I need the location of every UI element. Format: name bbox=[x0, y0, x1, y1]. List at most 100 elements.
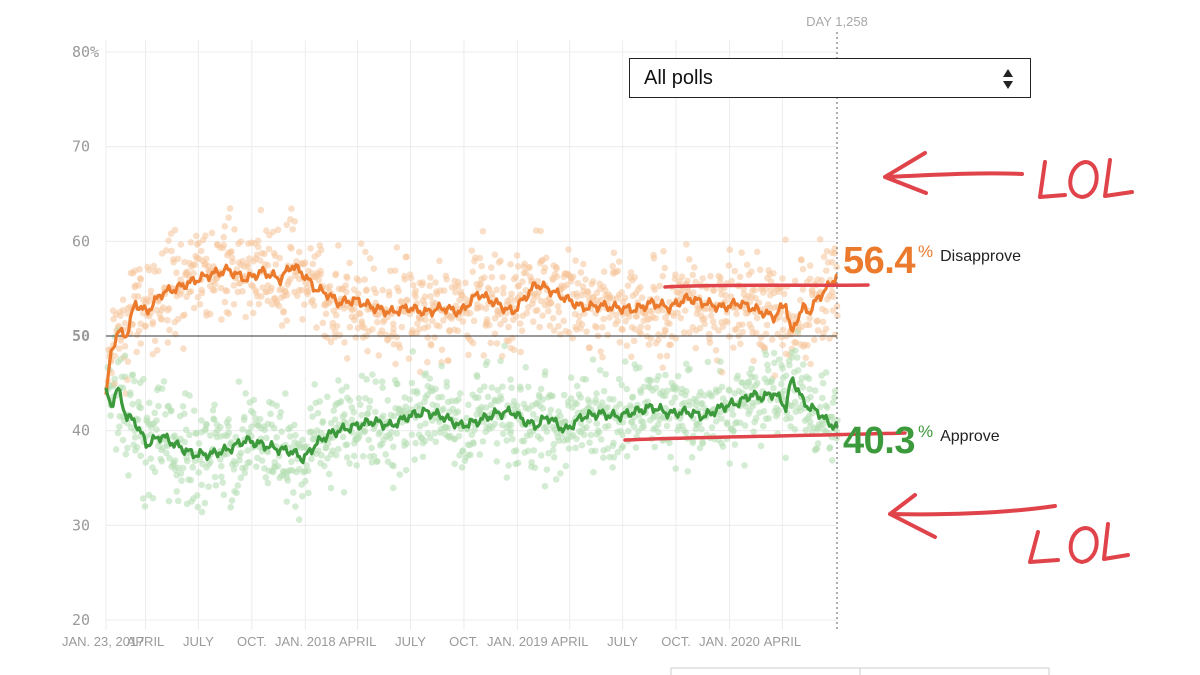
poll-dot-approve bbox=[682, 360, 690, 368]
poll-dot-approve bbox=[228, 497, 236, 504]
poll-dot-approve bbox=[193, 492, 201, 499]
poll-dot-approve bbox=[782, 372, 790, 379]
poll-dot-disapprove bbox=[537, 227, 544, 235]
poll-dot-approve bbox=[753, 379, 761, 387]
poll-dot-disapprove bbox=[585, 344, 593, 352]
poll-dot-approve bbox=[206, 432, 214, 439]
poll-dot-approve bbox=[493, 440, 501, 447]
poll-dot-approve bbox=[726, 460, 734, 467]
poll-dot-disapprove bbox=[440, 287, 448, 294]
poll-dot-disapprove bbox=[739, 328, 747, 336]
poll-dot-approve bbox=[565, 445, 573, 452]
poll-dot-disapprove bbox=[149, 320, 156, 328]
poll-dot-disapprove bbox=[192, 232, 200, 240]
poll-dot-approve bbox=[787, 414, 794, 422]
poll-dot-approve bbox=[594, 427, 602, 434]
poll-dot-disapprove bbox=[752, 294, 759, 302]
poll-dot-approve bbox=[282, 390, 289, 397]
poll-dot-approve bbox=[806, 418, 814, 426]
poll-dot-approve bbox=[831, 393, 838, 401]
poll-dot-approve bbox=[822, 369, 830, 376]
poll-dot-approve bbox=[365, 436, 373, 444]
poll-dot-disapprove bbox=[690, 264, 698, 271]
poll-dot-approve bbox=[561, 418, 569, 425]
poll-dot-disapprove bbox=[155, 267, 162, 275]
poll-dot-disapprove bbox=[565, 246, 572, 253]
poll-dot-disapprove bbox=[667, 341, 674, 348]
poll-dot-approve bbox=[580, 431, 588, 439]
poll-dot-disapprove bbox=[459, 318, 467, 325]
poll-dot-disapprove bbox=[174, 255, 182, 263]
poll-dot-disapprove bbox=[656, 282, 664, 290]
poll-dot-approve bbox=[291, 421, 298, 429]
poll-dot-approve bbox=[411, 456, 418, 463]
poll-dot-disapprove bbox=[362, 248, 369, 256]
poll-dot-disapprove bbox=[403, 253, 410, 261]
poll-dot-approve bbox=[572, 444, 579, 452]
poll-filter-select[interactable]: All polls bbox=[629, 58, 1031, 98]
poll-dot-approve bbox=[458, 464, 466, 471]
poll-dot-approve bbox=[674, 372, 682, 380]
poll-dot-approve bbox=[610, 396, 617, 403]
poll-dot-disapprove bbox=[618, 289, 626, 296]
poll-dot-disapprove bbox=[701, 320, 708, 328]
poll-dot-approve bbox=[712, 418, 720, 425]
poll-filter-value: All polls bbox=[644, 66, 713, 89]
poll-dot-disapprove bbox=[283, 317, 291, 324]
poll-dot-disapprove bbox=[756, 266, 764, 274]
poll-dot-approve bbox=[350, 452, 358, 460]
poll-dot-approve bbox=[590, 468, 597, 476]
poll-dot-approve bbox=[636, 364, 643, 371]
poll-dot-disapprove bbox=[659, 272, 667, 280]
poll-dot-approve bbox=[346, 397, 354, 404]
poll-dot-disapprove bbox=[231, 225, 238, 233]
poll-dot-approve bbox=[149, 494, 157, 502]
poll-dot-approve bbox=[128, 371, 136, 379]
poll-dot-approve bbox=[203, 421, 210, 429]
poll-dot-approve bbox=[718, 383, 726, 391]
poll-dot-disapprove bbox=[497, 257, 504, 265]
poll-dot-approve bbox=[573, 435, 580, 443]
poll-dot-approve bbox=[335, 377, 342, 384]
poll-dot-disapprove bbox=[286, 275, 294, 283]
poll-dot-disapprove bbox=[288, 205, 295, 212]
poll-dot-approve bbox=[503, 437, 510, 444]
poll-dot-disapprove bbox=[500, 284, 507, 292]
poll-dot-approve bbox=[330, 407, 338, 414]
poll-dot-approve bbox=[107, 412, 114, 419]
poll-dot-disapprove bbox=[456, 296, 463, 304]
poll-dot-disapprove bbox=[573, 290, 581, 297]
poll-dot-disapprove bbox=[762, 285, 770, 293]
poll-dot-disapprove bbox=[220, 233, 228, 241]
poll-dot-disapprove bbox=[633, 312, 640, 320]
poll-dot-disapprove bbox=[656, 352, 664, 360]
poll-dot-disapprove bbox=[452, 288, 459, 296]
poll-dot-approve bbox=[230, 466, 238, 473]
poll-dot-approve bbox=[219, 479, 227, 486]
poll-dot-approve bbox=[455, 396, 462, 403]
poll-dot-approve bbox=[699, 440, 707, 447]
poll-dot-approve bbox=[616, 400, 624, 408]
poll-dot-disapprove bbox=[779, 341, 786, 349]
poll-dot-approve bbox=[793, 354, 801, 361]
poll-dot-disapprove bbox=[181, 258, 188, 266]
poll-dot-approve bbox=[153, 426, 160, 433]
poll-dot-disapprove bbox=[799, 286, 807, 293]
poll-dot-disapprove bbox=[119, 296, 127, 304]
poll-dot-disapprove bbox=[644, 324, 652, 331]
poll-dot-disapprove bbox=[751, 286, 758, 294]
x-tick-label: JAN. 23, 2017 bbox=[62, 634, 144, 649]
poll-dot-approve bbox=[775, 406, 782, 414]
poll-dot-approve bbox=[298, 492, 306, 500]
poll-dot-disapprove bbox=[219, 244, 227, 252]
poll-dot-disapprove bbox=[549, 314, 557, 322]
poll-dot-disapprove bbox=[663, 352, 671, 360]
poll-dot-approve bbox=[520, 437, 528, 445]
poll-dot-disapprove bbox=[387, 267, 394, 275]
poll-dot-approve bbox=[131, 377, 138, 385]
poll-dot-approve bbox=[179, 403, 187, 410]
poll-dot-disapprove bbox=[706, 339, 714, 346]
poll-dot-approve bbox=[163, 449, 170, 457]
poll-dot-disapprove bbox=[648, 308, 656, 315]
